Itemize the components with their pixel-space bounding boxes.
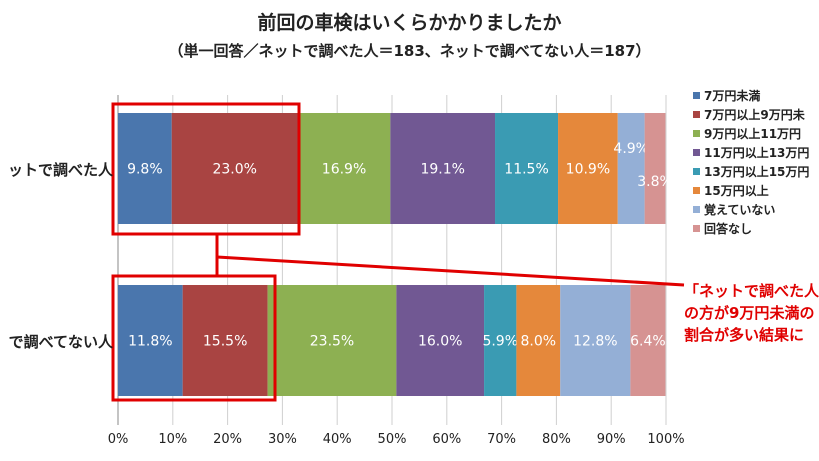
- data-label: 6.4%: [630, 334, 666, 350]
- highlight-box: [111, 274, 277, 402]
- data-label: 11.8%: [128, 334, 172, 350]
- chart-subtitle: （単一回答／ネットで調べた人＝183、ネットで調べてない人＝187）: [168, 42, 651, 60]
- x-tick-label: 60%: [432, 432, 462, 447]
- x-tick-label: 20%: [213, 432, 243, 447]
- legend-item: 覚えていない: [693, 200, 819, 219]
- legend-label: 13万円以上15万円: [704, 165, 810, 179]
- bar-segment: [267, 285, 397, 396]
- legend-swatch: [693, 149, 700, 156]
- annotation-line: 割合が多い結果に: [684, 326, 805, 344]
- bar-segment: [396, 285, 485, 396]
- bar-segment: [182, 285, 268, 396]
- bar-segment: [560, 285, 631, 396]
- annotation-note: 「ネットで調べた人 の方が9万円未満の 割合が多い結果に: [684, 280, 819, 346]
- connector-line: [216, 255, 685, 287]
- legend-swatch: [693, 168, 700, 175]
- legend-item: 11万円以上13万円: [693, 143, 819, 162]
- data-label: 16.0%: [418, 334, 462, 350]
- data-label: 16.9%: [322, 162, 366, 178]
- bar-segment: [118, 285, 183, 396]
- legend-swatch: [693, 187, 700, 194]
- bar-segment: [118, 113, 172, 224]
- data-label: 12.8%: [573, 334, 617, 350]
- data-label: 23.5%: [310, 334, 354, 350]
- bar-segment: [617, 113, 645, 224]
- data-label: 8.0%: [521, 334, 557, 350]
- bar-segment: [390, 113, 496, 224]
- category-label: で調べてない人: [8, 333, 113, 351]
- legend-item: 9万円以上11万円: [693, 124, 819, 143]
- legend: 7万円未満 7万円以上9万円未 9万円以上11万円 11万円以上13万円 13万円以上1…: [693, 86, 819, 238]
- legend-swatch: [693, 206, 700, 213]
- chart-title: 前回の車検はいくらかかりましたか: [257, 12, 562, 34]
- bar-segment: [171, 113, 298, 224]
- legend-label: 7万円以上9万円未: [704, 108, 805, 122]
- x-tick-label: 0%: [107, 432, 129, 447]
- bar-segment: [495, 113, 559, 224]
- bar-segment: [484, 285, 517, 396]
- highlight-box: [111, 102, 301, 236]
- legend-swatch: [693, 111, 700, 118]
- legend-label: 11万円以上13万円: [704, 146, 810, 160]
- legend-swatch: [693, 130, 700, 137]
- legend-label: 9万円以上11万円: [704, 127, 802, 141]
- bar-segment: [644, 113, 666, 224]
- data-label: 9.8%: [127, 162, 163, 178]
- x-tick-label: 30%: [267, 432, 297, 447]
- x-tick-label: 50%: [377, 432, 407, 447]
- data-label: 15.5%: [203, 334, 247, 350]
- data-label: 19.1%: [420, 162, 464, 178]
- legend-swatch: [693, 92, 700, 99]
- data-label: 11.5%: [504, 162, 548, 178]
- data-label: 23.0%: [212, 162, 256, 178]
- legend-label: 7万円未満: [704, 89, 761, 103]
- bar-segment: [297, 113, 391, 224]
- legend-label: 15万円以上: [704, 184, 769, 198]
- x-tick-label: 80%: [541, 432, 571, 447]
- legend-item: 13万円以上15万円: [693, 162, 819, 181]
- legend-label: 回答なし: [704, 222, 753, 236]
- legend-label: 覚えていない: [704, 203, 776, 217]
- legend-item: 15万円以上: [693, 181, 819, 200]
- bar-segment: [558, 113, 618, 224]
- bar-segment: [516, 285, 561, 396]
- legend-item: 回答なし: [693, 219, 819, 238]
- bar-segment: [630, 285, 666, 396]
- legend-item: 7万円未満: [693, 86, 819, 105]
- x-tick-label: 90%: [596, 432, 626, 447]
- data-label: 10.9%: [566, 162, 610, 178]
- x-tick-label: 40%: [322, 432, 352, 447]
- data-label: 3.8%: [637, 174, 673, 190]
- x-tick-label: 100%: [647, 432, 685, 447]
- x-tick-label: 70%: [487, 432, 517, 447]
- category-label: ットで調べた人: [7, 161, 113, 179]
- legend-swatch: [693, 225, 700, 232]
- x-tick-label: 10%: [158, 432, 188, 447]
- annotation-line: の方が9万円未満の: [684, 304, 815, 322]
- legend-item: 7万円以上9万円未: [693, 105, 819, 124]
- data-label: 5.9%: [482, 334, 518, 350]
- data-label: 4.9%: [613, 141, 649, 157]
- annotation-line: 「ネットで調べた人: [684, 282, 819, 300]
